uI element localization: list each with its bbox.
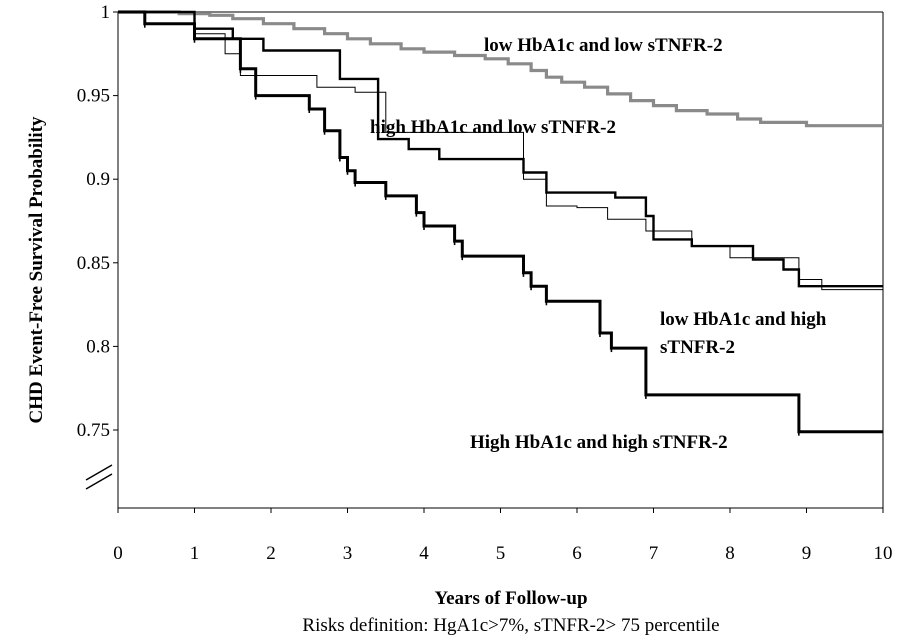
series-line-low-hba1c-low-stnfr2 (118, 10, 883, 128)
y-axis-ticks: 0.75 0.8 0.85 0.9 0.95 1 (77, 2, 118, 441)
axis-break-marker (85, 464, 113, 490)
x-tick-label: 8 (725, 543, 735, 564)
x-tick-label: 9 (802, 543, 812, 564)
censor-marks (143, 19, 800, 436)
x-tick-label: 6 (572, 543, 582, 564)
y-tick-label: 0.9 (86, 169, 110, 190)
y-tick-label: 0.75 (77, 420, 110, 441)
series-label-low-high-line2: sTNFR-2 (660, 337, 735, 358)
x-tick-label: 5 (496, 543, 506, 564)
series-label-low-high-line1: low HbA1c and high (660, 309, 827, 330)
x-tick-label: 4 (419, 543, 429, 564)
series-line-high-hba1c-high-stnfr2 (118, 10, 883, 434)
x-tick-label: 7 (649, 543, 659, 564)
x-tick-label: 10 (874, 543, 893, 564)
series-line-low-hba1c-high-stnfr2 (118, 10, 883, 288)
series-label-low-low: low HbA1c and low sTNFR-2 (484, 35, 723, 56)
y-tick-label: 0.95 (77, 86, 110, 107)
x-tick-label: 2 (266, 543, 276, 564)
series-layer (118, 10, 883, 436)
y-axis-title: CHD Event-Free Survival Probability (26, 116, 47, 423)
series-label-high-low: high HbA1c and low sTNFR-2 (370, 117, 616, 138)
y-tick-label: 0.85 (77, 253, 110, 274)
x-axis-title: Years of Follow-up (434, 588, 587, 609)
x-tick-label: 3 (343, 543, 353, 564)
x-axis-ticks: 0 1 2 3 4 5 6 7 8 9 10 (113, 508, 893, 564)
y-tick-label: 0.8 (86, 336, 110, 357)
x-tick-label: 0 (113, 543, 123, 564)
x-tick-label: 1 (190, 543, 200, 564)
series-label-high-high: High HbA1c and high sTNFR-2 (470, 432, 728, 453)
risk-definition-note: Risks definition: HgA1c>7%, sTNFR-2> 75 … (302, 615, 719, 636)
y-tick-label: 1 (101, 2, 111, 23)
